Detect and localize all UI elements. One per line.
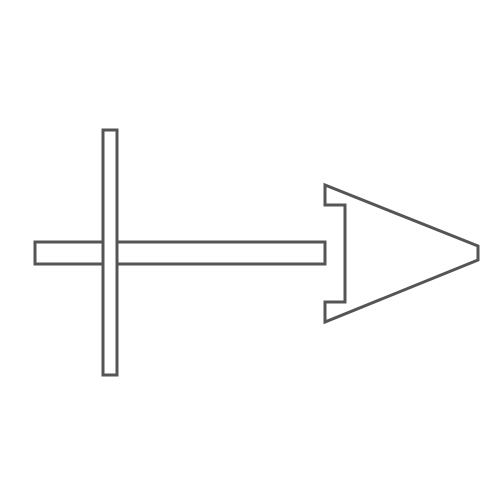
arrow-cross-diagram [0,0,500,500]
arrow-crossbar [103,130,117,375]
arrow-shaft [35,242,325,264]
